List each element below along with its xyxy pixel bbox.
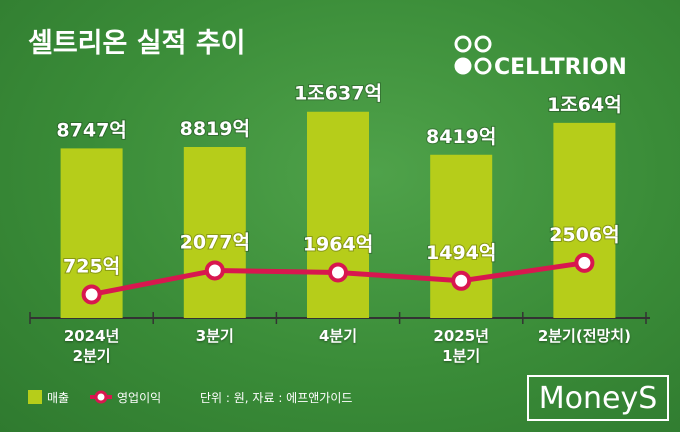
note: 단위 : 원, 자료 : 에프앤가이드 bbox=[200, 391, 352, 405]
bar-value-label: 8819억 bbox=[180, 118, 250, 140]
line-value-label: 2506억 bbox=[549, 224, 619, 246]
x-tick-label: 2025년 1분기 bbox=[433, 327, 489, 365]
legend-swatch bbox=[28, 390, 42, 404]
line-value-label: 725억 bbox=[63, 255, 120, 277]
bar-value-label: 1조64억 bbox=[547, 94, 622, 116]
legend-label: 영업이익 bbox=[117, 391, 161, 405]
bar-value-label: 1조637억 bbox=[294, 83, 382, 105]
bar bbox=[307, 111, 369, 319]
bar bbox=[430, 154, 493, 318]
line-value-label: 1494억 bbox=[426, 242, 496, 264]
point bbox=[451, 270, 472, 291]
bar bbox=[183, 146, 246, 318]
x-tick-label: 4분기 bbox=[318, 327, 358, 345]
chart-title: 셀트리온 실적 추이 bbox=[28, 28, 246, 59]
bar-value-label: 8419억 bbox=[426, 126, 496, 148]
legend-marker bbox=[94, 390, 108, 404]
x-tick-label: 2024년 2분기 bbox=[63, 327, 120, 365]
watermark-box bbox=[527, 375, 669, 421]
line-value-label: 1964억 bbox=[303, 233, 373, 255]
bar bbox=[553, 122, 616, 318]
legend-label: 매출 bbox=[47, 391, 69, 405]
x-tick-label: 3분기 bbox=[195, 327, 234, 345]
logo-icon bbox=[454, 35, 492, 75]
point bbox=[328, 262, 348, 283]
x-tick-label: 2분기(전망치) bbox=[537, 327, 631, 345]
point bbox=[204, 260, 225, 281]
logo: CELLTRION bbox=[494, 55, 627, 80]
bar-value-label: 8747억 bbox=[56, 119, 126, 141]
point bbox=[81, 284, 102, 305]
line-value-label: 2077억 bbox=[180, 231, 250, 253]
watermark: MoneyS bbox=[539, 381, 658, 416]
point bbox=[574, 252, 595, 273]
